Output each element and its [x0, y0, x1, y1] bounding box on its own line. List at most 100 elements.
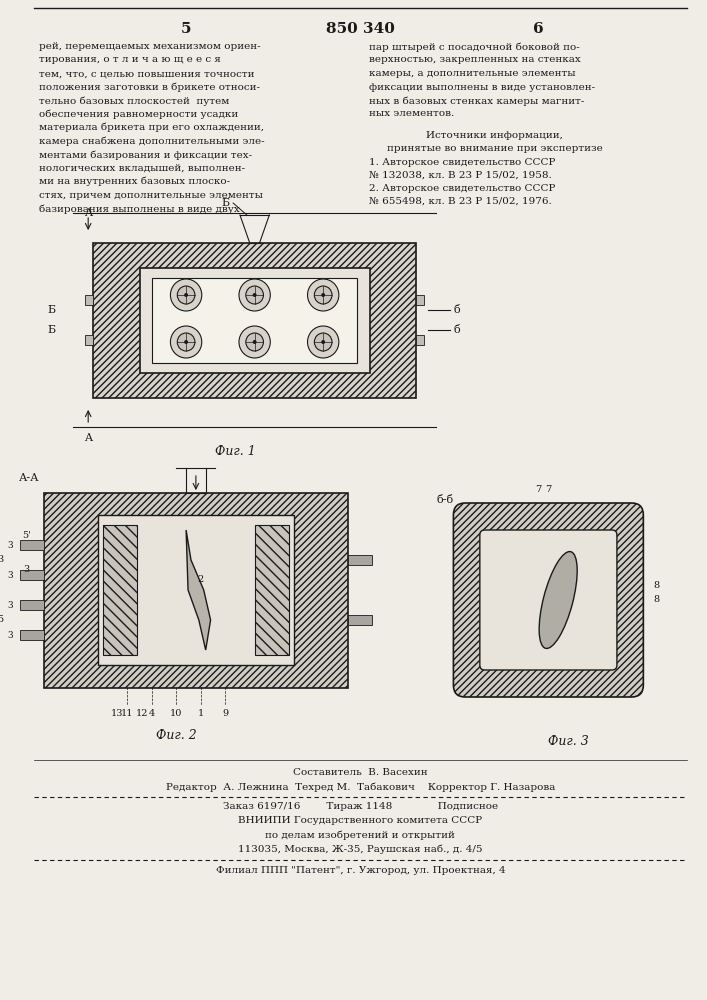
Text: обеспечения равномерности усадки: обеспечения равномерности усадки	[39, 109, 238, 119]
Text: 11: 11	[121, 709, 134, 718]
Bar	[416, 295, 424, 305]
Text: принятые во внимание при экспертизе: принятые во внимание при экспертизе	[387, 144, 602, 153]
Circle shape	[252, 293, 257, 297]
Text: 4: 4	[148, 709, 155, 718]
Text: камеры, а дополнительные элементы: камеры, а дополнительные элементы	[369, 69, 575, 78]
Text: A: A	[84, 433, 92, 443]
Text: рей, перемещаемых механизмом ориен-: рей, перемещаемых механизмом ориен-	[39, 42, 261, 51]
FancyBboxPatch shape	[93, 243, 416, 398]
Polygon shape	[186, 530, 211, 650]
Text: A: A	[84, 208, 92, 218]
Text: 12: 12	[136, 709, 148, 718]
Circle shape	[246, 333, 264, 351]
Text: Заказ 6197/16        Тираж 1148              Подписное: Заказ 6197/16 Тираж 1148 Подписное	[223, 802, 498, 811]
Text: А-А: А-А	[19, 473, 40, 483]
Text: Б: Б	[48, 305, 56, 315]
Text: верхностью, закрепленных на стенках: верхностью, закрепленных на стенках	[369, 55, 581, 64]
Text: 3: 3	[7, 600, 13, 609]
Circle shape	[170, 279, 201, 311]
Text: ментами базирования и фиксации тех-: ментами базирования и фиксации тех-	[39, 150, 252, 159]
Text: 9: 9	[222, 709, 228, 718]
Text: фиксации выполнены в виде установлен-: фиксации выполнены в виде установлен-	[369, 83, 595, 92]
Circle shape	[321, 340, 325, 344]
Text: Фиг. 1: Фиг. 1	[215, 445, 255, 458]
Bar	[98, 515, 294, 665]
Bar	[416, 335, 424, 345]
Text: 8: 8	[653, 580, 659, 589]
Bar	[86, 295, 93, 305]
Text: положения заготовки в брикете относи-: положения заготовки в брикете относи-	[39, 83, 260, 92]
Bar	[44, 493, 348, 688]
Text: Источники информации,: Источники информации,	[426, 131, 563, 140]
Bar	[103, 525, 137, 655]
Text: 5': 5'	[22, 530, 31, 540]
Text: 1: 1	[198, 709, 204, 718]
Bar	[255, 525, 289, 655]
Text: 8: 8	[653, 595, 659, 604]
Circle shape	[239, 326, 270, 358]
Circle shape	[308, 326, 339, 358]
Circle shape	[170, 326, 201, 358]
Text: тем, что, с целью повышения точности: тем, что, с целью повышения точности	[39, 69, 255, 78]
Circle shape	[321, 293, 325, 297]
Text: 5: 5	[181, 22, 192, 36]
Bar	[20, 630, 44, 640]
Text: № 655498, кл. В 23 Р 15/02, 1976.: № 655498, кл. В 23 Р 15/02, 1976.	[369, 197, 552, 206]
Text: ных элементов.: ных элементов.	[369, 109, 455, 118]
Text: ных в базовых стенках камеры магнит-: ных в базовых стенках камеры магнит-	[369, 96, 585, 105]
Text: Б: Б	[221, 198, 229, 208]
Circle shape	[308, 279, 339, 311]
Text: 2. Авторское свидетельство СССР: 2. Авторское свидетельство СССР	[369, 184, 556, 193]
Circle shape	[315, 286, 332, 304]
Text: Филиал ППП "Патент", г. Ужгород, ул. Проектная, 4: Филиал ППП "Патент", г. Ужгород, ул. Про…	[216, 866, 506, 875]
Text: 1. Авторское свидетельство СССР: 1. Авторское свидетельство СССР	[369, 158, 556, 167]
Text: 850 340: 850 340	[326, 22, 395, 36]
Bar	[348, 555, 372, 565]
Text: 7: 7	[535, 486, 542, 494]
Text: базирования выполнены в виде двух: базирования выполнены в виде двух	[39, 204, 240, 214]
Text: 3: 3	[7, 631, 13, 640]
Bar	[140, 268, 370, 373]
Text: б-б: б-б	[437, 495, 454, 505]
Circle shape	[177, 333, 195, 351]
Text: б: б	[453, 305, 460, 315]
Text: по делам изобретений и открытий: по делам изобретений и открытий	[265, 830, 455, 840]
Text: 7: 7	[545, 486, 551, 494]
Circle shape	[184, 340, 188, 344]
Text: б: б	[453, 325, 460, 335]
Text: пар штырей с посадочной боковой по-: пар штырей с посадочной боковой по-	[369, 42, 580, 51]
Bar	[152, 278, 358, 363]
Text: тирования, о т л и ч а ю щ е е с я: тирования, о т л и ч а ю щ е е с я	[39, 55, 221, 64]
Text: 3: 3	[7, 540, 13, 550]
Circle shape	[252, 340, 257, 344]
Text: 3: 3	[23, 566, 30, 574]
Text: Редактор  А. Лежнина  Техред М.  Табакович    Корректор Г. Назарова: Редактор А. Лежнина Техред М. Табакович …	[165, 782, 555, 792]
Text: 3: 3	[0, 556, 4, 564]
Text: 6: 6	[533, 22, 544, 36]
Circle shape	[246, 286, 264, 304]
Bar	[86, 335, 93, 345]
Ellipse shape	[539, 552, 577, 648]
Text: Фиг. 3: Фиг. 3	[548, 735, 588, 748]
Bar	[44, 493, 348, 688]
Text: 10: 10	[170, 709, 182, 718]
Text: ВНИИПИ Государственного комитета СССР: ВНИИПИ Государственного комитета СССР	[238, 816, 482, 825]
Text: 5: 5	[0, 615, 3, 624]
Circle shape	[177, 286, 195, 304]
Text: 113035, Москва, Ж-35, Раушская наб., д. 4/5: 113035, Москва, Ж-35, Раушская наб., д. …	[238, 844, 483, 854]
Text: стях, причем дополнительные элементы: стях, причем дополнительные элементы	[39, 190, 263, 200]
FancyBboxPatch shape	[480, 530, 617, 670]
Bar	[20, 570, 44, 580]
Bar	[348, 615, 372, 625]
Text: № 132038, кл. В 23 Р 15/02, 1958.: № 132038, кл. В 23 Р 15/02, 1958.	[369, 171, 552, 180]
Text: нологических вкладышей, выполнен-: нологических вкладышей, выполнен-	[39, 163, 245, 172]
Circle shape	[239, 279, 270, 311]
Bar	[20, 600, 44, 610]
Bar	[20, 540, 44, 550]
Text: Б: Б	[48, 325, 56, 335]
Circle shape	[315, 333, 332, 351]
Text: Составитель  В. Васехин: Составитель В. Васехин	[293, 768, 428, 777]
Text: камера снабжена дополнительными эле-: камера снабжена дополнительными эле-	[39, 136, 265, 146]
Circle shape	[184, 293, 188, 297]
Bar	[255, 525, 289, 655]
